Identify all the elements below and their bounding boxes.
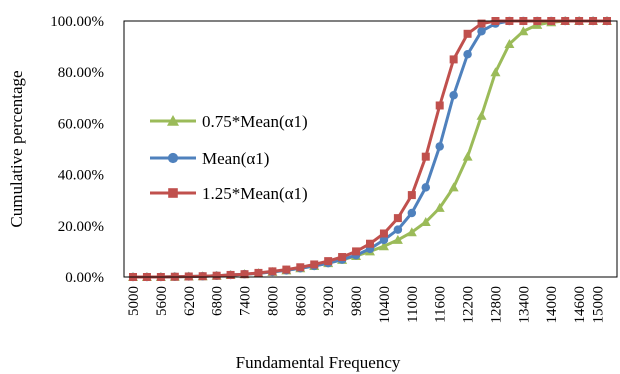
data-point-marker bbox=[406, 227, 417, 237]
x-tick-label: 11000 bbox=[405, 286, 421, 323]
data-point-marker bbox=[392, 234, 403, 244]
data-point-marker bbox=[435, 142, 444, 151]
data-point-marker bbox=[420, 216, 431, 226]
x-tick-label: 12200 bbox=[461, 286, 477, 324]
data-point-marker bbox=[463, 50, 472, 59]
data-point-marker bbox=[407, 208, 417, 218]
data-point-marker bbox=[393, 225, 403, 234]
plot-area-frame bbox=[123, 20, 618, 278]
data-point-marker bbox=[379, 235, 389, 245]
x-axis-title: Fundamental Frequency bbox=[236, 353, 401, 372]
data-point-marker bbox=[518, 26, 529, 36]
x-tick-label: 6800 bbox=[210, 286, 226, 316]
data-point-marker bbox=[282, 265, 291, 274]
x-tick-label: 10400 bbox=[377, 286, 393, 324]
data-point-marker bbox=[338, 253, 347, 262]
data-point-marker bbox=[434, 202, 445, 212]
data-point-marker bbox=[168, 188, 178, 198]
data-point-marker bbox=[449, 55, 458, 64]
x-tick-labels: 5000 5600 6200 6800 7400 8000 8600 9200 9800 1040… bbox=[126, 286, 607, 324]
x-tick-label: 14600 bbox=[572, 286, 588, 324]
y-axis-title: Cumulative percentage bbox=[7, 70, 26, 227]
y-tick-label: 0.00% bbox=[65, 270, 104, 286]
y-tick-labels: 0.00% 20.00% 40.00% 60.00% 80.00% 100.00% bbox=[50, 14, 104, 286]
data-point-marker bbox=[268, 267, 277, 276]
data-point-marker bbox=[212, 271, 221, 280]
data-point-marker bbox=[240, 270, 249, 279]
series-layer bbox=[128, 16, 612, 282]
x-tick-label: 5000 bbox=[126, 286, 142, 316]
x-tick-label: 11600 bbox=[433, 286, 449, 323]
legend-label: 1.25*Mean(α1) bbox=[202, 184, 308, 203]
data-point-marker bbox=[296, 263, 305, 272]
legend-label: 0.75*Mean(α1) bbox=[202, 112, 308, 131]
data-point-marker bbox=[504, 39, 515, 49]
data-point-marker bbox=[324, 257, 333, 266]
data-point-marker bbox=[490, 67, 501, 77]
data-point-marker bbox=[167, 152, 179, 164]
data-point-marker bbox=[407, 191, 416, 200]
legend-label: Mean(α1) bbox=[202, 149, 269, 168]
x-tick-label: 7400 bbox=[238, 286, 254, 316]
y-tick-label: 20.00% bbox=[58, 219, 104, 235]
x-tick-label: 15000 bbox=[591, 286, 607, 324]
data-point-marker bbox=[449, 90, 458, 100]
data-point-marker bbox=[476, 110, 487, 120]
data-point-marker bbox=[462, 151, 473, 161]
data-point-marker bbox=[379, 229, 388, 238]
data-point-marker bbox=[167, 115, 179, 126]
x-tick-label: 8600 bbox=[293, 286, 309, 316]
data-point-marker bbox=[366, 239, 374, 248]
data-point-marker bbox=[184, 272, 193, 281]
data-point-marker bbox=[198, 272, 207, 281]
data-point-marker bbox=[421, 152, 430, 161]
data-point-marker bbox=[254, 268, 263, 277]
data-point-marker bbox=[352, 247, 361, 256]
y-tick-label: 60.00% bbox=[58, 116, 104, 132]
data-point-marker bbox=[393, 214, 402, 223]
x-tick-label: 9800 bbox=[349, 286, 365, 316]
data-point-marker bbox=[477, 26, 486, 36]
data-point-marker bbox=[435, 101, 444, 110]
data-point-marker bbox=[463, 29, 472, 38]
x-tick-label: 14000 bbox=[544, 286, 560, 324]
legend: 0.75*Mean(α1) Mean(α1) 1.25*Mean(α1) bbox=[150, 112, 308, 203]
x-tick-label: 5600 bbox=[154, 286, 170, 316]
data-point-marker bbox=[421, 183, 431, 192]
y-tick-label: 40.00% bbox=[58, 168, 104, 184]
data-point-marker bbox=[448, 182, 459, 192]
x-tick-label: 8000 bbox=[265, 286, 281, 316]
x-tick-label: 6200 bbox=[182, 286, 198, 316]
x-tick-label: 13400 bbox=[516, 286, 532, 324]
x-tick-label: 9200 bbox=[321, 286, 337, 316]
data-point-marker bbox=[477, 19, 486, 28]
y-tick-label: 100.00% bbox=[50, 14, 104, 30]
x-tick-label: 12800 bbox=[488, 286, 504, 324]
data-point-marker bbox=[310, 260, 319, 269]
y-tick-label: 80.00% bbox=[58, 65, 104, 81]
data-point-marker bbox=[226, 270, 235, 279]
data-point-marker bbox=[378, 241, 389, 251]
